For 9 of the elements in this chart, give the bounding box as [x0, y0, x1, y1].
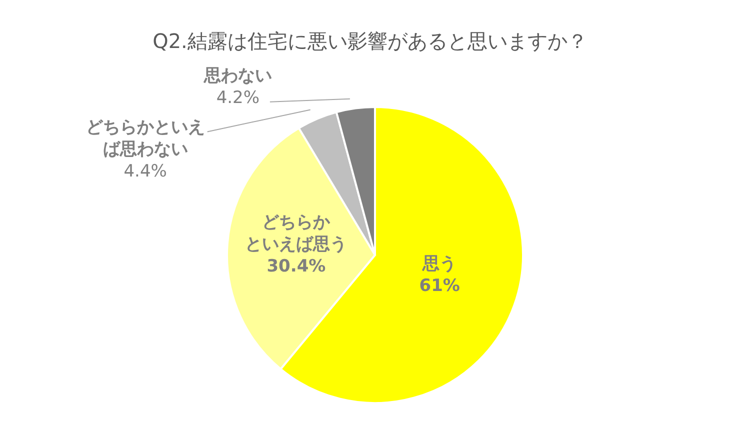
chart-title: Q2.結露は住宅に悪い影響があると思いますか？	[152, 29, 588, 53]
data-label: 4.2%	[216, 88, 260, 108]
data-label: 4.4%	[124, 162, 167, 182]
data-label: 61%	[419, 276, 460, 296]
slice-label: どちらかといえば思わない	[86, 118, 205, 160]
slice-label: 思う	[422, 254, 457, 274]
slice-label: どちらかといえば思う	[245, 212, 348, 254]
slice-label: 思わない	[202, 66, 272, 86]
data-label: 30.4%	[266, 256, 326, 276]
